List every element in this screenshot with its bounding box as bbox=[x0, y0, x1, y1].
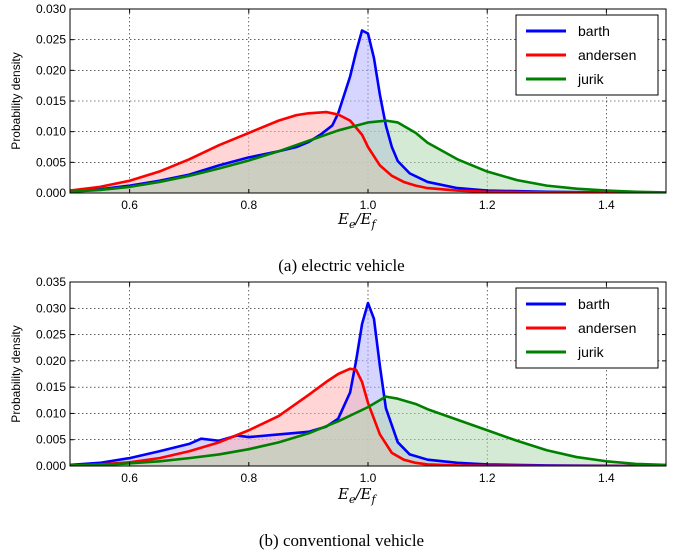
y-axis-label: Probability density bbox=[9, 52, 23, 149]
y-tick-label: 0.030 bbox=[36, 2, 66, 16]
y-tick-label: 0.015 bbox=[36, 94, 66, 108]
y-tick-label: 0.010 bbox=[36, 406, 66, 420]
x-tick-label: 1.0 bbox=[360, 198, 377, 212]
x-tick-label: 0.8 bbox=[240, 198, 257, 212]
area-jurik bbox=[70, 120, 666, 193]
y-axis-label: Probability density bbox=[9, 325, 23, 422]
line-andersen bbox=[70, 110, 666, 193]
legend-label-barth: barth bbox=[578, 23, 610, 39]
y-tick-label: 0.025 bbox=[36, 328, 66, 342]
y-tick-label: 0.025 bbox=[36, 33, 66, 47]
x-tick-label: 1.2 bbox=[479, 198, 496, 212]
x-tick-label: 1.4 bbox=[598, 198, 615, 212]
chart-panel-1: 0.6 0.8 1.0 1.2 1.4 0.000 0.005 0.010 0.015 0.020… bbox=[9, 275, 667, 506]
area-barth bbox=[70, 303, 666, 466]
x-tick-label: 1.4 bbox=[598, 471, 615, 485]
caption-conventional-vehicle: (b) conventional vehicle bbox=[258, 531, 425, 550]
plot-area bbox=[70, 29, 666, 193]
legend-label-barth: barth bbox=[578, 296, 610, 312]
line-barth bbox=[70, 301, 666, 466]
y-tick-label: 0.005 bbox=[36, 433, 66, 447]
y-tick-label: 0.005 bbox=[36, 155, 66, 169]
line-andersen bbox=[70, 367, 666, 466]
legend-label-andersen: andersen bbox=[578, 320, 636, 336]
x-tick-label: 0.8 bbox=[240, 471, 257, 485]
area-jurik bbox=[70, 396, 666, 466]
x-tick-label: 0.6 bbox=[121, 198, 138, 212]
caption-electric-vehicle: (a) electric vehicle bbox=[278, 256, 405, 275]
y-tick-label: 0.015 bbox=[36, 380, 66, 394]
chart-panel-0: 0.6 0.8 1.0 1.2 1.4 0.000 0.005 0.010 0.015 0.020… bbox=[9, 2, 667, 231]
y-tick-label: 0.020 bbox=[36, 354, 66, 368]
plot-area bbox=[70, 301, 666, 466]
y-tick-label: 0.030 bbox=[36, 301, 66, 315]
x-tick-label: 1.2 bbox=[479, 471, 496, 485]
line-jurik bbox=[70, 395, 666, 466]
y-tick-label: 0.000 bbox=[36, 186, 66, 200]
y-tick-label: 0.010 bbox=[36, 125, 66, 139]
y-tick-label: 0.000 bbox=[36, 459, 66, 473]
x-axis-label: Ee/Ef bbox=[337, 485, 377, 506]
area-barth bbox=[70, 30, 666, 193]
x-tick-label: 1.0 bbox=[360, 471, 377, 485]
x-axis-label: Ee/Ef bbox=[337, 210, 377, 231]
legend-label-andersen: andersen bbox=[578, 47, 636, 63]
legend-label-jurik: jurik bbox=[577, 71, 605, 87]
legend-label-jurik: jurik bbox=[577, 344, 605, 360]
line-jurik bbox=[70, 119, 666, 193]
line-barth bbox=[70, 29, 666, 193]
x-tick-label: 0.6 bbox=[121, 471, 138, 485]
y-tick-label: 0.020 bbox=[36, 63, 66, 77]
y-tick-label: 0.035 bbox=[36, 275, 66, 289]
